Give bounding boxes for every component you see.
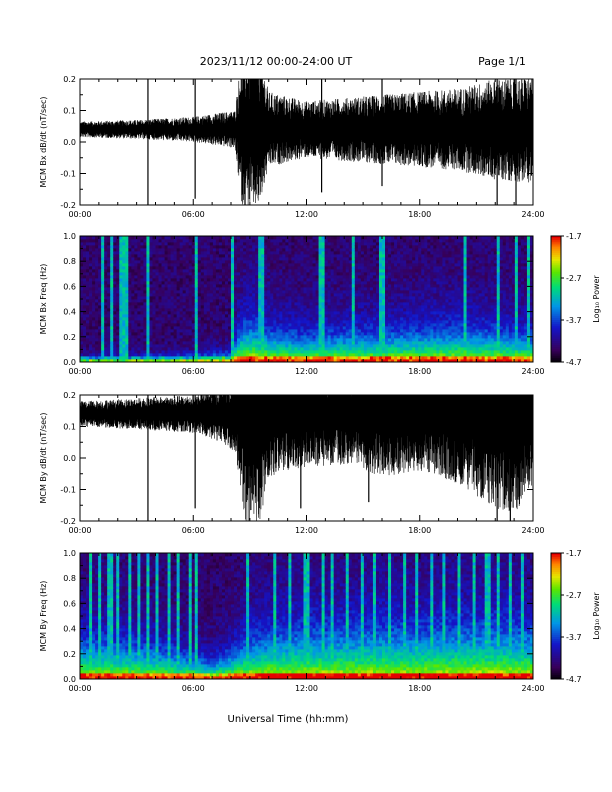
y-tick-label: 0.0	[63, 138, 76, 147]
x-tick-label: 12:00	[295, 526, 318, 535]
x-tick-label: 00:00	[68, 684, 91, 693]
colorbar-tick-label: -3.7	[566, 633, 582, 642]
y-tick-label: 0.4	[63, 308, 76, 317]
y-tick-label: 0.0	[63, 454, 76, 463]
page-indicator: Page 1/1	[478, 55, 526, 68]
y-tick-label: 0.6	[63, 599, 76, 608]
y-tick-label: 0.4	[63, 625, 76, 634]
x-axis-label: Universal Time (hh:mm)	[228, 714, 349, 725]
dbdt-trace	[80, 395, 533, 521]
colorbar-tick-label: -3.7	[566, 316, 582, 325]
y-axis-label: MCM By Freq (Hz)	[39, 581, 48, 652]
y-tick-label: 0.0	[63, 358, 76, 367]
by-spectrogram-panel: 00:00 06:00 12:00 18:00 24:00 1.0 0.8 0.6 0.4 0.2…	[39, 549, 601, 693]
colorbar	[551, 553, 561, 680]
y-tick-label: -0.2	[60, 201, 76, 210]
y-axis-label: MCM Bx Freq (Hz)	[39, 264, 48, 335]
x-tick-label: 06:00	[182, 526, 205, 535]
x-tick-label: 12:00	[295, 684, 318, 693]
y-tick-label: -0.1	[60, 170, 76, 179]
y-tick-label: 0.2	[63, 650, 76, 659]
colorbar-tick-label: -4.7	[566, 675, 582, 684]
x-tick-label: 00:00	[68, 210, 91, 219]
x-tick-label: 06:00	[182, 367, 205, 376]
colorbar-tick-label: -4.7	[566, 358, 582, 367]
spectrogram-cells	[80, 236, 534, 363]
x-tick-label: 18:00	[408, 367, 431, 376]
x-tick-label: 06:00	[182, 210, 205, 219]
figure-title: 2023/11/12 00:00-24:00 UT	[200, 55, 353, 68]
x-tick-label: 18:00	[408, 684, 431, 693]
bx-spectrogram-panel: 00:00 06:00 12:00 18:00 24:00 1.0 0.8 0.6 0.4 0.2…	[39, 232, 601, 376]
colorbar-label: Log₁₀ Power	[592, 275, 601, 323]
x-tick-label: 00:00	[68, 367, 91, 376]
spectrogram-cells	[80, 553, 534, 680]
colorbar-label: Log₁₀ Power	[592, 592, 601, 640]
x-tick-label: 24:00	[521, 367, 544, 376]
by-dbdt-panel: 00:00 06:00 12:00 18:00 24:00 0.2 0.1 0.0 -0.1 -0…	[39, 391, 545, 535]
y-tick-label: 0.0	[63, 675, 76, 684]
y-tick-label: 0.2	[63, 333, 76, 342]
colorbar-tick-label: -2.7	[566, 591, 582, 600]
colorbar-frame	[550, 552, 562, 680]
x-tick-label: 00:00	[68, 526, 91, 535]
y-tick-label: 0.1	[63, 107, 76, 116]
x-tick-label: 24:00	[521, 684, 544, 693]
colorbar-tick-label: -2.7	[566, 274, 582, 283]
y-tick-label: -0.1	[60, 486, 76, 495]
bx-dbdt-panel: 00:00 06:00 12:00 18:00 24:00 0.2 0.1 0.0 -0.1 -0…	[39, 75, 545, 219]
y-tick-label: 0.2	[63, 391, 76, 400]
colorbar-frame	[550, 235, 562, 363]
y-tick-label: 1.0	[63, 232, 76, 241]
y-tick-label: 0.6	[63, 282, 76, 291]
colorbar-tick-label: -1.7	[566, 232, 582, 241]
colorbar-tick-label: -1.7	[566, 549, 582, 558]
x-tick-label: 12:00	[295, 367, 318, 376]
x-tick-label: 24:00	[521, 526, 544, 535]
y-tick-label: 1.0	[63, 549, 76, 558]
x-tick-label: 18:00	[408, 526, 431, 535]
y-tick-label: 0.8	[63, 574, 76, 583]
y-axis-label: MCM Bx dB/dt (nT/sec)	[39, 96, 48, 187]
y-axis-label: MCM By dB/dt (nT/sec)	[39, 412, 48, 503]
y-tick-label: 0.1	[63, 423, 76, 432]
y-tick-label: 0.8	[63, 257, 76, 266]
x-tick-label: 24:00	[521, 210, 544, 219]
y-tick-label: 0.2	[63, 75, 76, 84]
x-tick-label: 06:00	[182, 684, 205, 693]
dbdt-trace	[80, 79, 533, 205]
colorbar	[551, 236, 561, 363]
x-tick-label: 18:00	[408, 210, 431, 219]
y-tick-label: -0.2	[60, 517, 76, 526]
x-tick-label: 12:00	[295, 210, 318, 219]
